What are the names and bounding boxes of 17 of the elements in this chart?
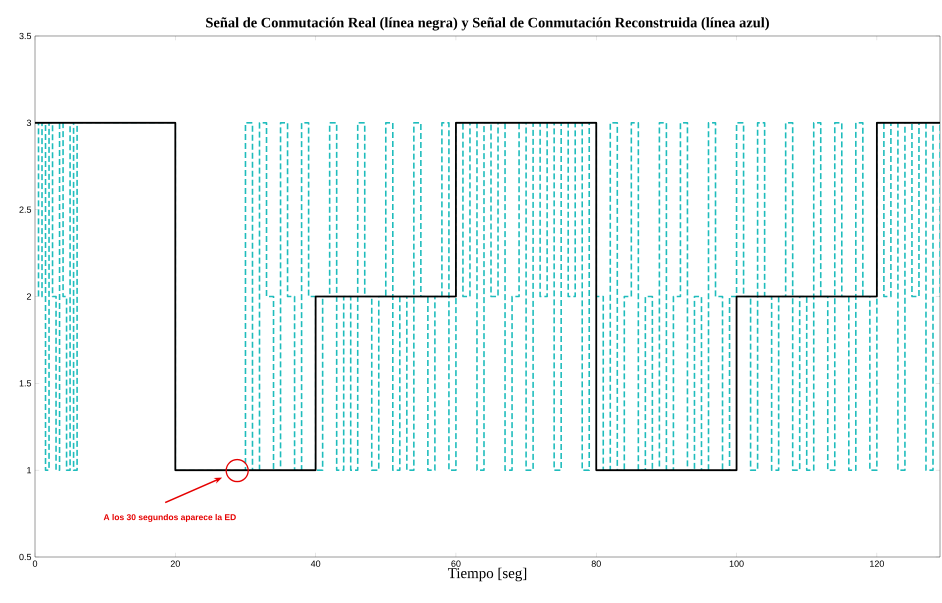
x-tick-label: 20 (170, 560, 180, 567)
y-tick-label: 2 (26, 293, 32, 300)
x-tick-label: 0 (32, 560, 38, 567)
x-tick-label: 40 (310, 560, 320, 567)
annotation: A los 30 segundos aparece la ED (104, 514, 236, 522)
chart-title: Señal de Conmutación Real (línea negra) y Señal de Conmutación Reconstruida (línea azul) (206, 17, 769, 30)
y-tick-label: 3.5 (19, 32, 32, 40)
x-tick-label: 60 (451, 560, 461, 567)
x-tick-label: 100 (730, 560, 744, 567)
y-tick-label: 1.5 (20, 380, 32, 386)
y-tick-label: 2.5 (19, 206, 32, 213)
y-tick-label: 0.5 (19, 554, 32, 560)
x-tick-label: 80 (592, 560, 601, 567)
y-tick-label: 3 (26, 120, 32, 126)
y-tick-label: 1 (27, 467, 32, 474)
x-axis-title: Tiempo [seg] (448, 568, 526, 582)
x-tick-label: 120 (870, 560, 884, 567)
